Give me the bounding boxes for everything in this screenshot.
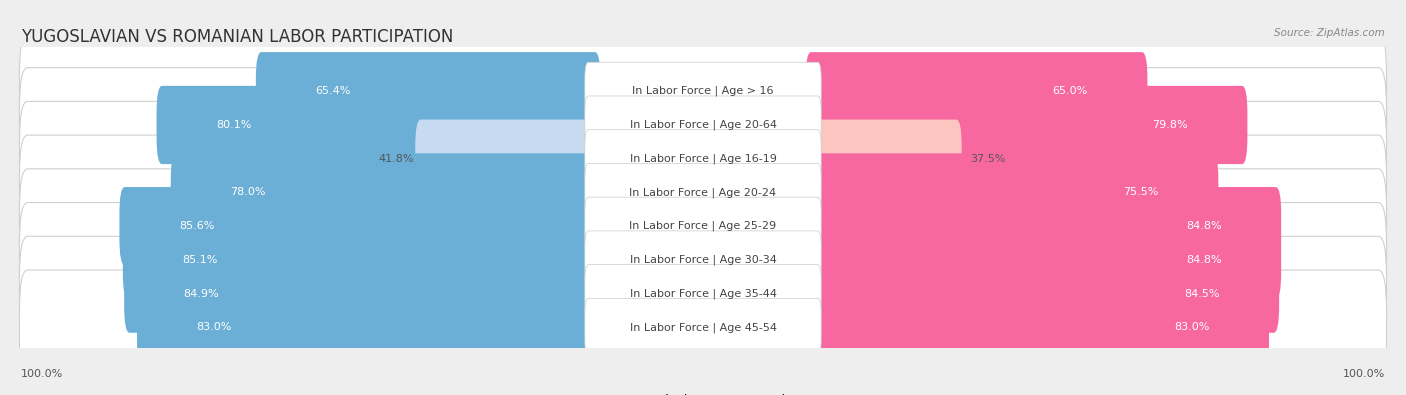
- FancyBboxPatch shape: [256, 52, 600, 130]
- FancyBboxPatch shape: [585, 298, 821, 356]
- Text: 85.1%: 85.1%: [183, 255, 218, 265]
- FancyBboxPatch shape: [124, 254, 600, 333]
- Text: 41.8%: 41.8%: [378, 154, 413, 164]
- Text: In Labor Force | Age 25-29: In Labor Force | Age 25-29: [630, 221, 776, 231]
- Text: Source: ZipAtlas.com: Source: ZipAtlas.com: [1274, 28, 1385, 38]
- Text: 84.9%: 84.9%: [184, 289, 219, 299]
- FancyBboxPatch shape: [806, 221, 1281, 299]
- FancyBboxPatch shape: [585, 62, 821, 120]
- Text: 100.0%: 100.0%: [21, 369, 63, 379]
- Text: In Labor Force | Age 20-24: In Labor Force | Age 20-24: [630, 187, 776, 198]
- Legend: Yugoslavian, Romanian: Yugoslavian, Romanian: [605, 394, 801, 395]
- FancyBboxPatch shape: [585, 197, 821, 255]
- Text: 75.5%: 75.5%: [1123, 188, 1159, 198]
- FancyBboxPatch shape: [156, 86, 600, 164]
- FancyBboxPatch shape: [415, 120, 600, 198]
- FancyBboxPatch shape: [585, 164, 821, 222]
- FancyBboxPatch shape: [120, 187, 600, 265]
- Text: In Labor Force | Age 20-64: In Labor Force | Age 20-64: [630, 120, 776, 130]
- FancyBboxPatch shape: [806, 86, 1247, 164]
- FancyBboxPatch shape: [20, 68, 1386, 182]
- FancyBboxPatch shape: [585, 265, 821, 323]
- FancyBboxPatch shape: [585, 96, 821, 154]
- Text: 79.8%: 79.8%: [1153, 120, 1188, 130]
- FancyBboxPatch shape: [806, 288, 1270, 367]
- FancyBboxPatch shape: [122, 221, 600, 299]
- Text: 80.1%: 80.1%: [217, 120, 252, 130]
- FancyBboxPatch shape: [20, 102, 1386, 216]
- FancyBboxPatch shape: [20, 135, 1386, 250]
- FancyBboxPatch shape: [20, 203, 1386, 317]
- FancyBboxPatch shape: [20, 34, 1386, 149]
- Text: In Labor Force | Age 16-19: In Labor Force | Age 16-19: [630, 154, 776, 164]
- Text: In Labor Force | Age 35-44: In Labor Force | Age 35-44: [630, 288, 776, 299]
- Text: 84.8%: 84.8%: [1187, 255, 1222, 265]
- FancyBboxPatch shape: [806, 52, 1147, 130]
- Text: In Labor Force | Age 45-54: In Labor Force | Age 45-54: [630, 322, 776, 333]
- FancyBboxPatch shape: [136, 288, 600, 367]
- Text: In Labor Force | Age > 16: In Labor Force | Age > 16: [633, 86, 773, 96]
- Text: 83.0%: 83.0%: [197, 322, 232, 332]
- FancyBboxPatch shape: [20, 270, 1386, 385]
- FancyBboxPatch shape: [170, 153, 600, 231]
- Text: In Labor Force | Age 30-34: In Labor Force | Age 30-34: [630, 255, 776, 265]
- FancyBboxPatch shape: [585, 130, 821, 188]
- FancyBboxPatch shape: [20, 169, 1386, 284]
- Text: 65.4%: 65.4%: [315, 86, 350, 96]
- Text: 78.0%: 78.0%: [231, 188, 266, 198]
- Text: 85.6%: 85.6%: [179, 221, 214, 231]
- Text: 65.0%: 65.0%: [1053, 86, 1088, 96]
- FancyBboxPatch shape: [585, 231, 821, 289]
- Text: 84.8%: 84.8%: [1187, 221, 1222, 231]
- Text: YUGOSLAVIAN VS ROMANIAN LABOR PARTICIPATION: YUGOSLAVIAN VS ROMANIAN LABOR PARTICIPAT…: [21, 28, 454, 46]
- Text: 83.0%: 83.0%: [1174, 322, 1209, 332]
- Text: 37.5%: 37.5%: [970, 154, 1005, 164]
- FancyBboxPatch shape: [806, 153, 1219, 231]
- FancyBboxPatch shape: [20, 236, 1386, 351]
- Text: 100.0%: 100.0%: [1343, 369, 1385, 379]
- Text: 84.5%: 84.5%: [1184, 289, 1219, 299]
- FancyBboxPatch shape: [806, 187, 1281, 265]
- FancyBboxPatch shape: [806, 254, 1279, 333]
- FancyBboxPatch shape: [806, 120, 962, 198]
